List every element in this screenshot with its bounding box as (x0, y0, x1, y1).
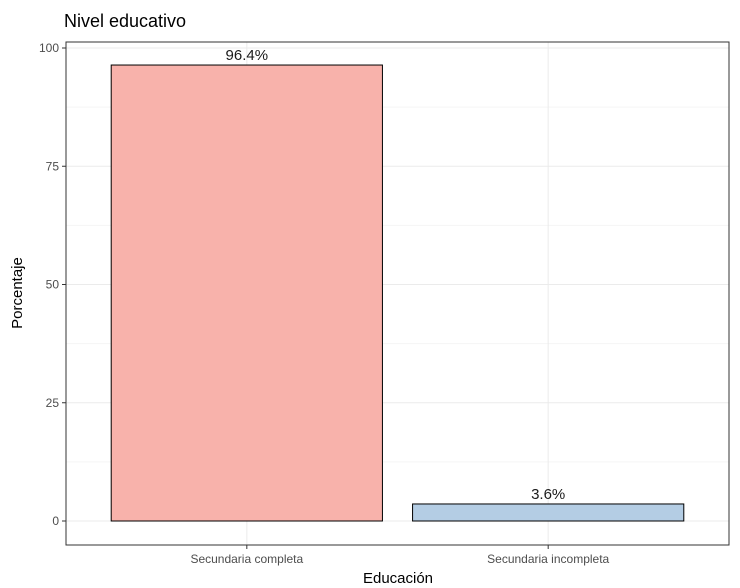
x-axis: Secundaria completa Secundaria incompleta (190, 545, 610, 566)
x-axis-title: Educación (363, 570, 433, 587)
x-tick-label: Secundaria incompleta (487, 552, 609, 566)
data-label: 96.4% (226, 47, 269, 64)
y-tick-label: 0 (52, 514, 59, 528)
bar (110, 64, 383, 522)
plot-panel: 96.4% 3.6% (65, 41, 730, 546)
y-tick-label: 75 (46, 159, 60, 173)
bars (110, 64, 685, 522)
chart-title: Nivel educativo (64, 11, 186, 31)
x-tick-label: Secundaria completa (190, 552, 303, 566)
y-axis-title: Porcentaje (9, 257, 26, 329)
y-axis: 0 25 50 75 100 (39, 41, 66, 528)
y-tick-label: 100 (39, 41, 59, 55)
data-label: 3.6% (531, 486, 565, 503)
bar (412, 503, 685, 522)
panel-border (65, 41, 730, 546)
y-tick-label: 50 (46, 278, 60, 292)
y-tick-label: 25 (46, 396, 60, 410)
data-labels: 96.4% 3.6% (226, 47, 566, 503)
